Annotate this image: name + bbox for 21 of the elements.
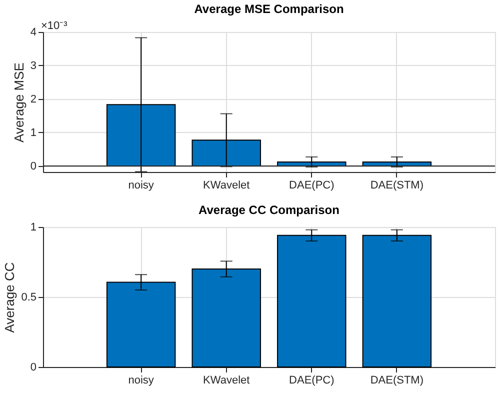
y-tick-label: 2 (30, 93, 36, 106)
x-tick-label: DAE(STM) (370, 374, 424, 386)
y-tick-label: 1 (30, 222, 36, 234)
y-tick-label: 0 (30, 160, 36, 172)
chart-title: Average CC Comparison (198, 203, 340, 217)
x-tick-label: noisy (128, 374, 154, 386)
x-tick-label: DAE(PC) (289, 374, 334, 386)
x-tick-label: KWavelet (203, 374, 250, 386)
y-tick-label: 0 (30, 362, 36, 374)
x-tick-label: DAE(PC) (289, 180, 334, 192)
text: ×10⁻³ (41, 20, 68, 32)
y-tick-label: 1 (30, 126, 36, 139)
y-tick-label: 3 (30, 60, 36, 72)
chart-title: Average MSE Comparison (194, 2, 344, 16)
y-tick-label: 0.5 (21, 292, 36, 304)
x-tick-label: KWavelet (203, 180, 250, 192)
x-tick-label: noisy (128, 180, 154, 192)
x-tick-label: DAE(STM) (370, 180, 424, 192)
y-axis-title: Average MSE (11, 62, 26, 142)
y-axis-title: Average CC (2, 262, 18, 333)
y-tick-label: 4 (30, 26, 36, 38)
